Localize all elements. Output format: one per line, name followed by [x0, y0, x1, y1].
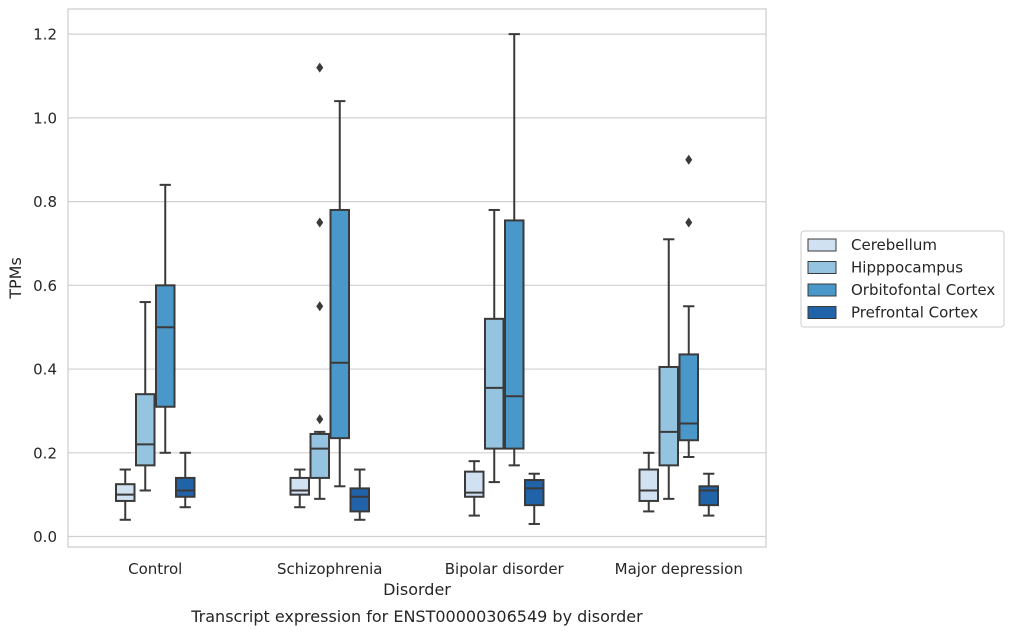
box-body — [658, 365, 679, 467]
x-tick-label: Bipolar disorder — [445, 560, 565, 578]
box-body — [175, 476, 196, 498]
box-2-0 — [155, 183, 176, 454]
x-axis-ticks: Control Schizophrenia Bipolar disorder Majo… — [128, 560, 743, 578]
box-2-3 — [678, 154, 699, 458]
y-tick-label: 0.4 — [33, 361, 57, 379]
box-body — [115, 483, 136, 502]
outlier-point — [316, 301, 324, 312]
box-plots — [115, 33, 719, 525]
legend-swatch — [807, 261, 837, 274]
legend-frame — [800, 230, 1005, 328]
box-1-0 — [135, 301, 156, 492]
box-body — [678, 353, 699, 442]
box-3-3 — [698, 472, 719, 517]
y-tick-label: 1.0 — [33, 109, 57, 127]
box-body — [135, 393, 156, 467]
x-tick-label: Control — [128, 560, 182, 578]
outlier-point — [316, 62, 324, 73]
box-3-1 — [349, 468, 370, 521]
y-tick-label: 0.6 — [33, 277, 57, 295]
plot-frame — [67, 8, 767, 548]
box-1-1 — [309, 62, 330, 500]
y-tick-label: 0.2 — [33, 444, 57, 462]
box-body — [155, 284, 176, 408]
box-body — [524, 479, 545, 507]
box-2-2 — [504, 33, 525, 467]
legend-label: Prefrontal Cortex — [851, 304, 978, 322]
box-body — [464, 470, 485, 498]
legend-label: Cerebellum — [851, 236, 937, 254]
box-body — [698, 485, 719, 507]
box-body — [484, 317, 505, 450]
box-1-2 — [484, 208, 505, 484]
outlier-point — [316, 217, 324, 228]
box-body — [289, 476, 310, 496]
outlier-point — [685, 217, 693, 228]
box-body — [349, 487, 370, 513]
legend: Cerebellum Hipppocampus Orbitofontal Corte… — [800, 230, 1005, 328]
legend-swatch — [807, 306, 837, 319]
outlier-point — [685, 154, 693, 165]
box-0-0 — [115, 468, 136, 521]
y-axis-ticks: 0.0 0.2 0.4 0.6 0.8 1.0 1.2 — [33, 26, 57, 546]
box-body — [638, 468, 659, 502]
outlier-point — [316, 414, 324, 425]
chart-caption: Transcript expression for ENST0000030654… — [190, 607, 643, 626]
box-body — [309, 432, 330, 479]
y-tick-label: 0.0 — [33, 528, 57, 546]
legend-label: Hipppocampus — [851, 259, 963, 277]
x-axis-label: Disorder — [383, 580, 451, 599]
box-body — [329, 208, 350, 440]
legend-swatch — [807, 238, 837, 252]
legend-label: Orbitofontal Cortex — [851, 281, 995, 299]
box-body — [504, 219, 525, 450]
box-2-1 — [329, 100, 350, 488]
x-tick-label: Schizophrenia — [277, 560, 382, 578]
y-tick-label: 1.2 — [33, 26, 57, 44]
box-3-0 — [175, 451, 196, 509]
box-0-2 — [464, 460, 485, 517]
x-tick-label: Major depression — [615, 560, 743, 578]
legend-swatch — [807, 283, 837, 297]
box-0-1 — [289, 468, 310, 509]
box-1-3 — [658, 238, 679, 500]
box-0-3 — [638, 451, 659, 513]
y-tick-label: 0.8 — [33, 193, 57, 211]
box-3-2 — [524, 472, 545, 525]
y-axis-label: TPMs — [6, 257, 25, 300]
